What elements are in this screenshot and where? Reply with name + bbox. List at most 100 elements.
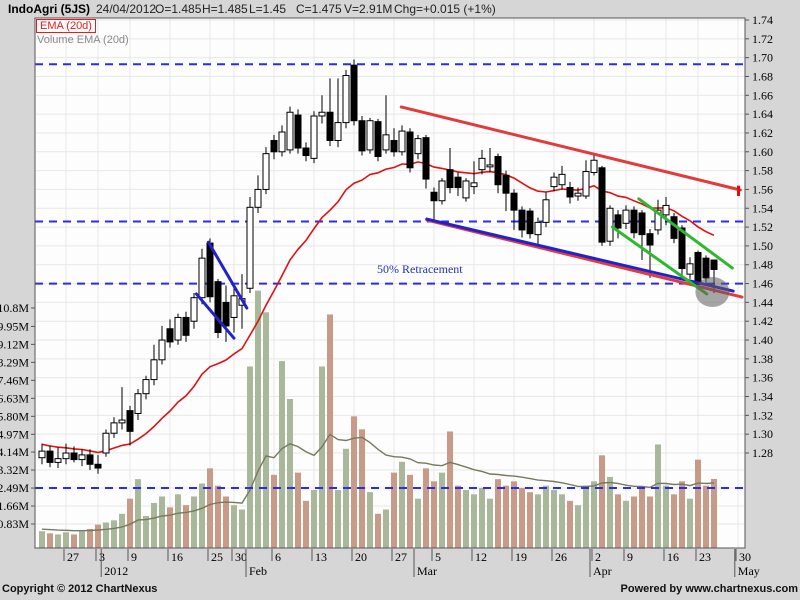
svg-text:8.29M: 8.29M bbox=[0, 355, 29, 369]
candlestick bbox=[454, 176, 462, 189]
candlestick bbox=[406, 131, 414, 169]
candlestick bbox=[614, 214, 622, 229]
svg-text:1.72: 1.72 bbox=[752, 32, 773, 46]
candles-layer bbox=[38, 59, 718, 474]
candlestick bbox=[534, 221, 542, 236]
candlestick bbox=[518, 209, 526, 231]
volume-bar bbox=[79, 531, 85, 548]
svg-text:1.34: 1.34 bbox=[752, 390, 773, 404]
volume-value: V=2.91M bbox=[344, 2, 393, 16]
volume-bar bbox=[103, 522, 109, 548]
svg-text:Apr: Apr bbox=[593, 564, 612, 578]
svg-text:1.30: 1.30 bbox=[752, 427, 773, 441]
svg-text:25: 25 bbox=[211, 550, 223, 564]
svg-text:9: 9 bbox=[627, 550, 633, 564]
volume-bar bbox=[415, 498, 421, 548]
svg-text:3.32M: 3.32M bbox=[0, 463, 29, 477]
candlestick bbox=[382, 134, 390, 151]
volume-bar bbox=[639, 487, 645, 548]
svg-text:2012: 2012 bbox=[104, 564, 128, 578]
volume-bar bbox=[383, 509, 389, 548]
candlestick bbox=[286, 111, 294, 151]
candlestick bbox=[542, 199, 550, 223]
candlestick bbox=[174, 316, 182, 341]
volume-bar bbox=[175, 494, 181, 548]
svg-text:1.48: 1.48 bbox=[752, 258, 773, 272]
svg-text:6.63M: 6.63M bbox=[0, 391, 29, 405]
candlestick bbox=[302, 147, 310, 157]
candlestick bbox=[374, 121, 382, 157]
highlight-circle bbox=[695, 277, 730, 308]
svg-text:9.12M: 9.12M bbox=[0, 337, 29, 351]
candlestick bbox=[150, 359, 158, 381]
volume-bar bbox=[295, 472, 301, 548]
volume-bar bbox=[375, 513, 381, 548]
candlestick bbox=[590, 159, 598, 173]
volume-bar bbox=[591, 481, 597, 548]
volume-bar bbox=[583, 485, 589, 548]
volume-bar bbox=[519, 487, 525, 548]
svg-text:23: 23 bbox=[699, 550, 711, 564]
svg-text:1.42: 1.42 bbox=[752, 314, 773, 328]
svg-text:10.8M: 10.8M bbox=[0, 301, 29, 315]
volume-bar bbox=[343, 448, 349, 548]
legend-ema-label: EMA (20d) bbox=[36, 19, 96, 33]
svg-text:20: 20 bbox=[355, 550, 367, 564]
candlestick bbox=[494, 155, 502, 186]
candlestick bbox=[550, 176, 558, 188]
candlestick bbox=[86, 454, 94, 465]
candlestick bbox=[134, 393, 142, 414]
candlestick bbox=[214, 281, 222, 334]
candlestick bbox=[142, 379, 150, 395]
volume-bar bbox=[495, 479, 501, 548]
svg-text:30: 30 bbox=[739, 550, 751, 564]
svg-text:May: May bbox=[738, 564, 760, 578]
candlestick bbox=[54, 458, 62, 463]
volume-bar bbox=[207, 468, 213, 548]
volume-bar bbox=[479, 487, 485, 548]
volume-bar bbox=[511, 481, 517, 548]
svg-text:26: 26 bbox=[555, 550, 567, 564]
volume-bar bbox=[127, 498, 133, 548]
svg-text:9.95M: 9.95M bbox=[0, 319, 29, 333]
volume-bar bbox=[439, 472, 445, 548]
candlestick bbox=[294, 114, 302, 149]
volume-bar bbox=[631, 496, 637, 548]
svg-text:1.44: 1.44 bbox=[752, 295, 773, 309]
volume-bar bbox=[615, 494, 621, 548]
candlestick bbox=[230, 295, 238, 318]
volume-bar bbox=[47, 533, 53, 548]
candlestick bbox=[158, 339, 166, 361]
volume-bar bbox=[463, 489, 469, 548]
blue-flag-lower bbox=[194, 292, 236, 340]
candlestick bbox=[646, 233, 654, 246]
svg-text:3: 3 bbox=[99, 550, 105, 564]
volume-ema-line bbox=[41, 433, 715, 532]
candlestick bbox=[678, 227, 686, 270]
svg-text:1.58: 1.58 bbox=[752, 164, 773, 178]
candlestick bbox=[574, 192, 582, 197]
candlestick bbox=[422, 137, 430, 180]
svg-text:1.64: 1.64 bbox=[752, 107, 773, 121]
volume-bar bbox=[551, 489, 557, 548]
volume-bar bbox=[327, 314, 333, 548]
svg-text:1.60: 1.60 bbox=[752, 145, 773, 159]
plot-frame bbox=[34, 17, 746, 549]
candlestick bbox=[606, 207, 614, 242]
candlestick bbox=[182, 316, 190, 336]
volume-bar bbox=[431, 481, 437, 548]
svg-text:1.28: 1.28 bbox=[752, 446, 773, 460]
green-channel-upper bbox=[637, 197, 734, 270]
symbol-label: IndoAgri (5JS) bbox=[8, 2, 91, 16]
volume-bar bbox=[687, 498, 693, 548]
svg-text:1.74: 1.74 bbox=[752, 13, 773, 27]
svg-text:1.32: 1.32 bbox=[752, 408, 773, 422]
volume-bar bbox=[167, 507, 173, 548]
volume-bar bbox=[231, 505, 237, 548]
volume-bar bbox=[711, 478, 717, 548]
volume-bar bbox=[703, 485, 709, 548]
candlestick bbox=[446, 169, 454, 189]
candlestick bbox=[462, 180, 470, 199]
